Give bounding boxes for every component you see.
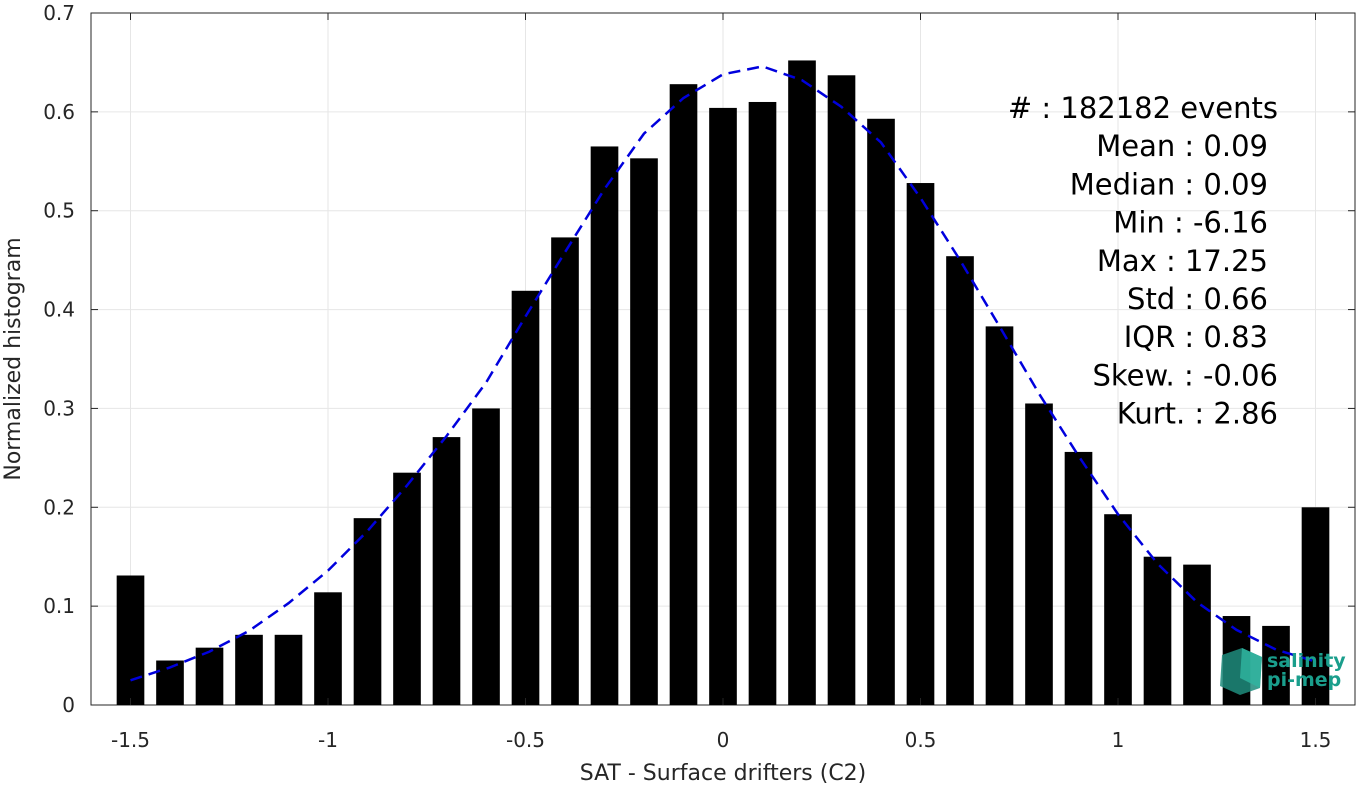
- statistic-line: Max : 17.25: [1097, 244, 1268, 278]
- histogram-bar: [630, 158, 658, 705]
- histogram-bar: [472, 408, 500, 705]
- logo-cube-face-icon: [1240, 648, 1262, 688]
- x-tick-label: 1.5: [1300, 728, 1332, 752]
- histogram-bar: [669, 84, 698, 706]
- histogram-bar: [1262, 625, 1290, 705]
- statistic-line: # : 182182 events: [1008, 91, 1278, 125]
- statistic-line: Mean : 0.09: [1096, 129, 1268, 163]
- histogram-bar: [867, 118, 895, 705]
- gaussian-fit-curve: [130, 65, 1316, 682]
- statistic-line: Median : 0.09: [1070, 167, 1268, 201]
- histogram-bar: [1143, 556, 1172, 705]
- statistic-line: Std : 0.66: [1127, 282, 1268, 316]
- logo-text-line2: pi-mep: [1267, 669, 1341, 691]
- histogram-bar: [590, 146, 619, 705]
- y-axis-ticks: 0 0.1 0.2 0.3 0.4 0.5 0.6 0.7: [43, 1, 1355, 717]
- statistic-line: Min : -6.16: [1113, 206, 1268, 240]
- histogram-bar: [314, 592, 342, 705]
- histogram-bar: [1301, 507, 1330, 705]
- y-tick-label: 0: [62, 693, 75, 717]
- y-tick-label: 0.7: [43, 1, 75, 25]
- statistic-line: Skew. : -0.06: [1092, 358, 1278, 392]
- y-tick-label: 0.4: [43, 298, 75, 322]
- x-tick-label: -0.5: [506, 728, 545, 752]
- y-tick-label: 0.3: [43, 396, 75, 420]
- x-axis-label: SAT - Surface drifters (C2): [580, 761, 867, 785]
- statistics-annotation: # : 182182 events Mean : 0.09 Median : 0.0…: [1008, 91, 1278, 431]
- histogram-bar: [551, 237, 579, 706]
- x-axis-ticks: -1.5 -1 -0.5 0 0.5 1 1.5: [111, 13, 1331, 752]
- x-tick-label: -1: [318, 728, 338, 752]
- statistic-line: IQR : 0.83: [1124, 320, 1268, 354]
- logo-text-line1: salinity: [1267, 650, 1346, 672]
- histogram-bar: [748, 101, 777, 705]
- histogram-bar: [235, 634, 263, 705]
- y-tick-label: 0.2: [43, 495, 75, 519]
- statistic-line: Kurt. : 2.86: [1117, 397, 1278, 431]
- histogram-bar: [116, 575, 145, 705]
- histogram-bar: [1025, 403, 1053, 705]
- histogram-bar: [946, 256, 974, 705]
- histogram-bar: [1183, 564, 1211, 705]
- salinity-pimep-logo: salinity pi-mep: [1220, 648, 1346, 695]
- x-tick-label: 1: [1112, 728, 1125, 752]
- histogram-bar: [274, 634, 303, 705]
- histogram-bar: [432, 437, 461, 705]
- histogram-bar: [985, 326, 1014, 705]
- y-tick-label: 0.6: [43, 100, 75, 124]
- histogram-bar: [1064, 451, 1093, 705]
- x-tick-label: 0: [717, 728, 730, 752]
- y-tick-label: 0.5: [43, 199, 75, 223]
- y-tick-label: 0.1: [43, 594, 75, 618]
- x-tick-label: -1.5: [111, 728, 150, 752]
- x-tick-label: 0.5: [905, 728, 937, 752]
- histogram-bar: [709, 107, 737, 706]
- histogram-bar: [511, 290, 540, 705]
- histogram-bar: [1104, 514, 1132, 705]
- histogram-bar: [195, 647, 224, 705]
- histogram-bar: [353, 518, 382, 705]
- y-axis-label: Normalized histogram: [1, 237, 26, 480]
- histogram-bar: [827, 75, 856, 705]
- histogram-bar: [906, 183, 935, 705]
- histogram-bar: [393, 472, 421, 705]
- histogram-bars: [116, 60, 1330, 706]
- histogram-bar: [788, 60, 816, 706]
